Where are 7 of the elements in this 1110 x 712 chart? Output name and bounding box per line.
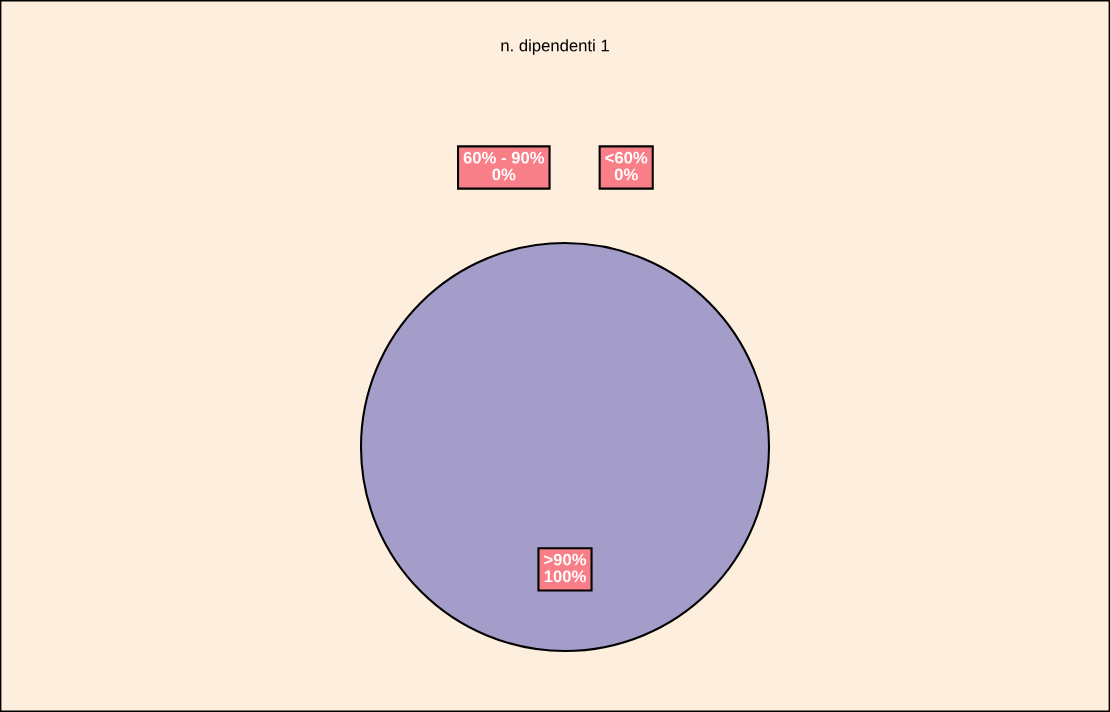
chart-title: n. dipendenti 1 xyxy=(501,39,609,55)
category-label: <60% xyxy=(605,151,648,164)
category-label: 60% - 90% xyxy=(463,151,545,164)
text: 0% xyxy=(614,168,638,181)
data-label: 100% xyxy=(544,570,586,583)
slice-label: >90% xyxy=(544,553,587,566)
text: 0% xyxy=(492,168,516,181)
